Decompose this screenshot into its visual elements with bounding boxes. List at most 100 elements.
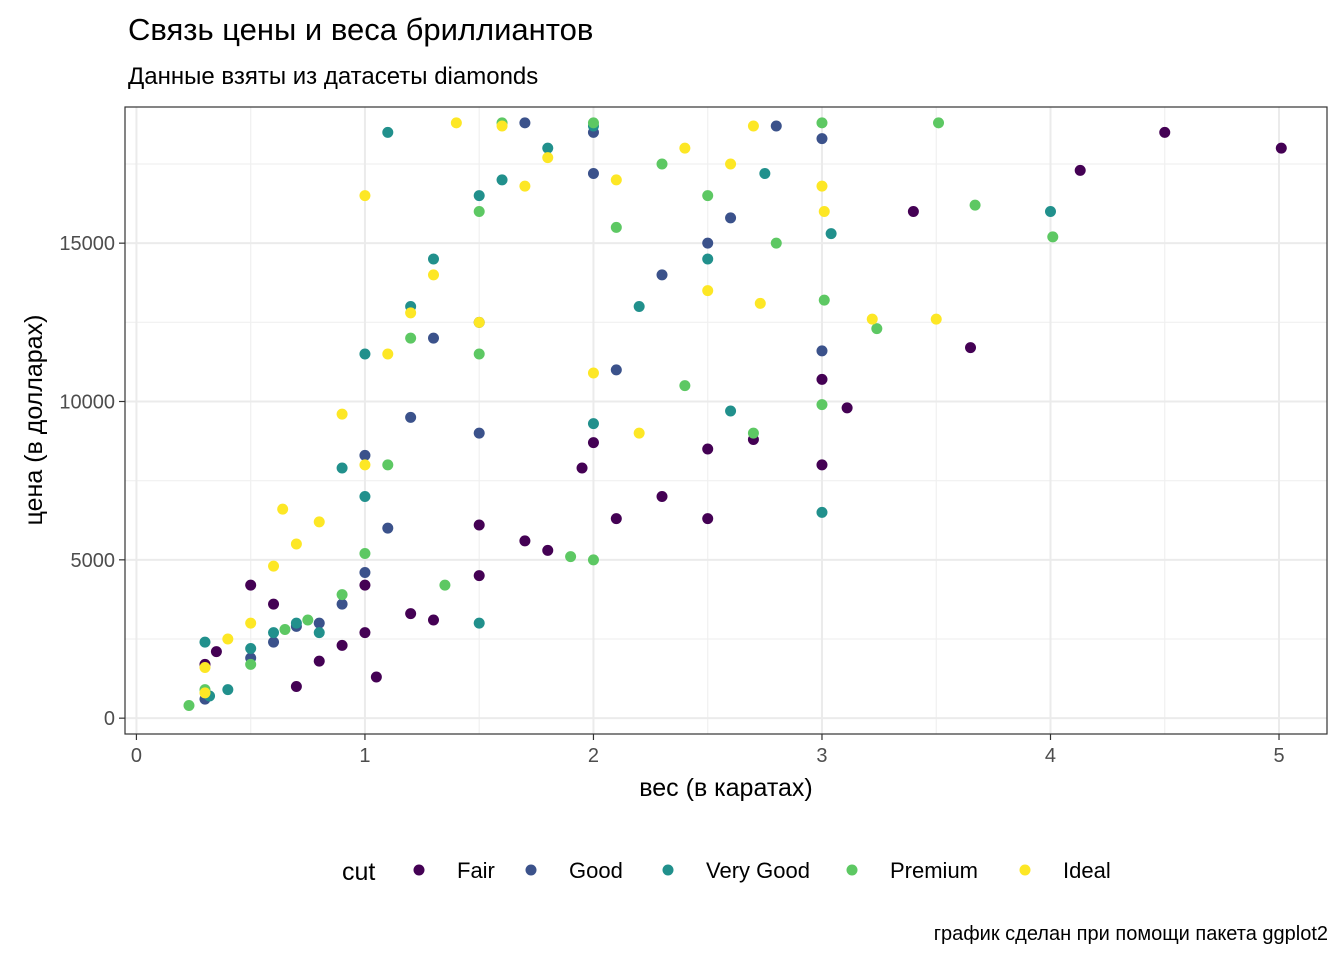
data-point	[359, 348, 371, 360]
data-point	[969, 199, 981, 211]
data-point	[473, 617, 485, 629]
data-point	[610, 174, 622, 186]
data-point	[336, 598, 348, 610]
data-point	[825, 228, 837, 240]
legend-label: Premium	[890, 858, 978, 883]
data-point	[277, 503, 289, 515]
plot-panel	[124, 106, 1328, 735]
series-ideal	[199, 117, 942, 699]
data-point	[290, 538, 302, 550]
data-point	[405, 411, 417, 423]
data-point	[302, 614, 314, 626]
data-point	[679, 142, 691, 154]
data-point	[587, 367, 599, 379]
data-point	[268, 560, 280, 572]
data-point	[427, 614, 439, 626]
panel-background	[125, 107, 1327, 734]
data-point	[1074, 164, 1086, 176]
data-point	[439, 579, 451, 591]
chart-subtitle: Данные взяты из датасеты diamonds	[128, 63, 538, 90]
data-point	[268, 636, 280, 648]
data-point	[519, 117, 531, 129]
data-point	[933, 117, 945, 129]
data-point	[382, 459, 394, 471]
y-tick-label: 15000	[59, 233, 115, 255]
data-point	[473, 348, 485, 360]
data-point	[816, 506, 828, 518]
data-point	[841, 402, 853, 414]
data-point	[382, 348, 394, 360]
data-point	[702, 237, 714, 249]
data-point	[747, 427, 759, 439]
data-point	[427, 269, 439, 281]
data-point	[473, 206, 485, 217]
data-point	[245, 617, 257, 629]
data-point	[587, 554, 599, 566]
data-point	[818, 206, 830, 217]
data-point	[725, 405, 737, 417]
data-point	[656, 158, 668, 170]
data-point	[542, 152, 554, 164]
data-point	[245, 643, 257, 654]
data-point	[587, 418, 599, 430]
data-point	[405, 332, 417, 344]
y-axis: 0 5000 10000 15000	[59, 233, 125, 730]
data-point	[496, 174, 508, 186]
data-point	[930, 313, 942, 325]
data-point	[450, 117, 462, 129]
legend-label: Fair	[457, 858, 495, 883]
data-point	[210, 646, 222, 658]
data-point	[816, 399, 828, 411]
y-tick-label: 0	[104, 708, 115, 730]
legend-key	[413, 864, 425, 876]
legend-key	[662, 864, 674, 876]
data-point	[268, 627, 280, 639]
data-point	[496, 120, 508, 132]
data-point	[770, 120, 782, 132]
gridlines	[125, 107, 1327, 734]
data-point	[747, 120, 759, 132]
data-point	[222, 684, 234, 696]
data-point	[405, 307, 417, 319]
x-tick-label: 4	[1045, 745, 1056, 767]
data-point	[519, 180, 531, 192]
data-point	[473, 519, 485, 531]
x-tick-label: 5	[1273, 745, 1284, 767]
data-point	[279, 624, 291, 635]
data-point	[336, 589, 348, 601]
data-point	[871, 323, 883, 335]
data-point	[359, 190, 371, 202]
data-point	[565, 551, 577, 563]
data-point	[542, 142, 554, 154]
y-tick-label: 5000	[71, 550, 116, 572]
data-point	[183, 700, 195, 711]
data-point	[759, 168, 771, 179]
data-point	[587, 437, 599, 449]
data-points	[183, 117, 1287, 711]
data-point	[336, 462, 348, 474]
data-point	[405, 608, 417, 620]
data-point	[245, 579, 257, 591]
data-point	[816, 133, 828, 145]
legend-label: Ideal	[1063, 858, 1111, 883]
x-tick-label: 3	[816, 745, 827, 767]
y-tick-label: 10000	[59, 392, 115, 414]
data-point	[473, 570, 485, 582]
data-point	[816, 117, 828, 129]
data-point	[290, 681, 302, 692]
data-point	[382, 522, 394, 534]
data-point	[199, 662, 211, 673]
data-point	[816, 345, 828, 357]
x-tick-label: 1	[359, 745, 370, 767]
data-point	[268, 598, 280, 610]
chart-caption: график сделан при помощи пакета ggplot2	[934, 923, 1328, 945]
data-point	[359, 449, 371, 461]
data-point	[633, 301, 645, 312]
data-point	[542, 544, 554, 556]
data-point	[382, 126, 394, 138]
data-point	[816, 180, 828, 192]
data-point	[702, 443, 714, 455]
legend-key	[1019, 864, 1031, 876]
data-point	[359, 491, 371, 502]
